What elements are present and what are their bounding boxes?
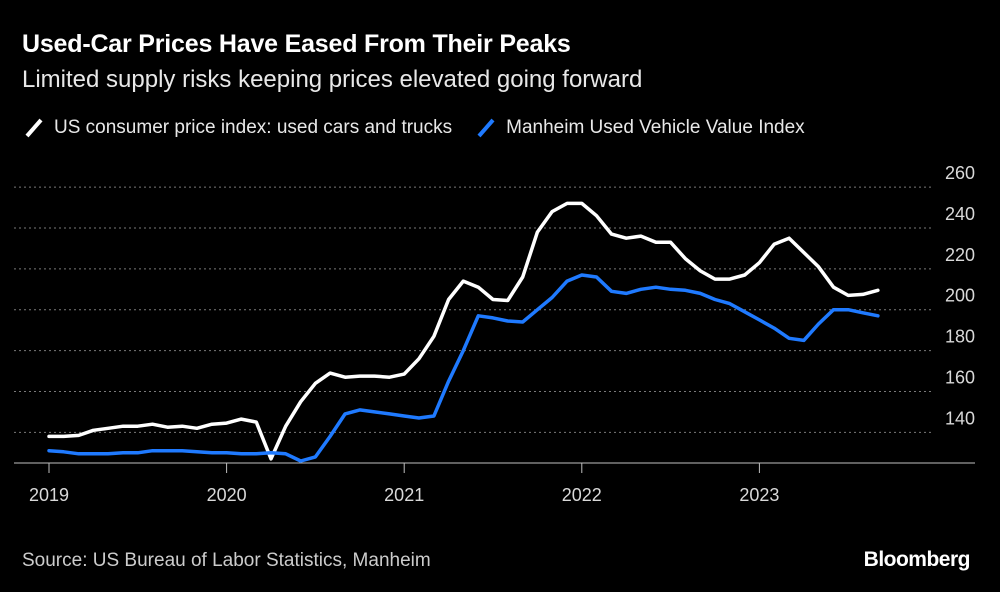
x-tick-label-2019: 2019 (29, 485, 69, 505)
x-axis (14, 462, 975, 473)
x-tick-label-2022: 2022 (562, 485, 602, 505)
series-lines (47, 201, 880, 463)
gridlines (14, 186, 934, 433)
legend-item-cpi: US consumer price index: used cars and t… (22, 116, 452, 140)
legend-label-manheim: Manheim Used Vehicle Value Index (506, 117, 805, 138)
y-tick-label-260: 260 (945, 163, 975, 183)
x-tick-label-2020: 2020 (207, 485, 247, 505)
legend: US consumer price index: used cars and t… (22, 116, 827, 140)
x-axis-labels: 2019 2020 2021 2022 2023 (29, 485, 779, 505)
legend-swatch-manheim (477, 118, 495, 138)
chart-title: Used-Car Prices Have Eased From Their Pe… (22, 30, 571, 58)
y-tick-label-220: 220 (945, 245, 975, 265)
legend-swatch-manheim-line (477, 118, 495, 138)
legend-swatch-cpi-line (25, 118, 43, 138)
y-tick-label-200: 200 (945, 286, 975, 306)
legend-swatch-cpi (25, 118, 43, 138)
y-tick-label-160: 160 (945, 367, 975, 387)
source-note: Source: US Bureau of Labor Statistics, M… (22, 550, 431, 571)
bloomberg-logo: Bloomberg (863, 548, 971, 571)
y-axis-labels: 140 160 180 200 220 240 260 (945, 163, 975, 428)
y-tick-label-140: 140 (945, 408, 975, 428)
legend-label-cpi: US consumer price index: used cars and t… (54, 117, 453, 138)
x-tick-label-2021: 2021 (384, 485, 424, 505)
x-tick-label-2023: 2023 (739, 485, 779, 505)
series-line-manheim (47, 273, 880, 463)
series-line-cpi (47, 201, 880, 461)
y-tick-label-240: 240 (945, 204, 975, 224)
legend-item-manheim: Manheim Used Vehicle Value Index (474, 116, 805, 140)
y-tick-label-180: 180 (945, 327, 975, 347)
chart-subtitle: Limited supply risks keeping prices elev… (22, 66, 643, 93)
